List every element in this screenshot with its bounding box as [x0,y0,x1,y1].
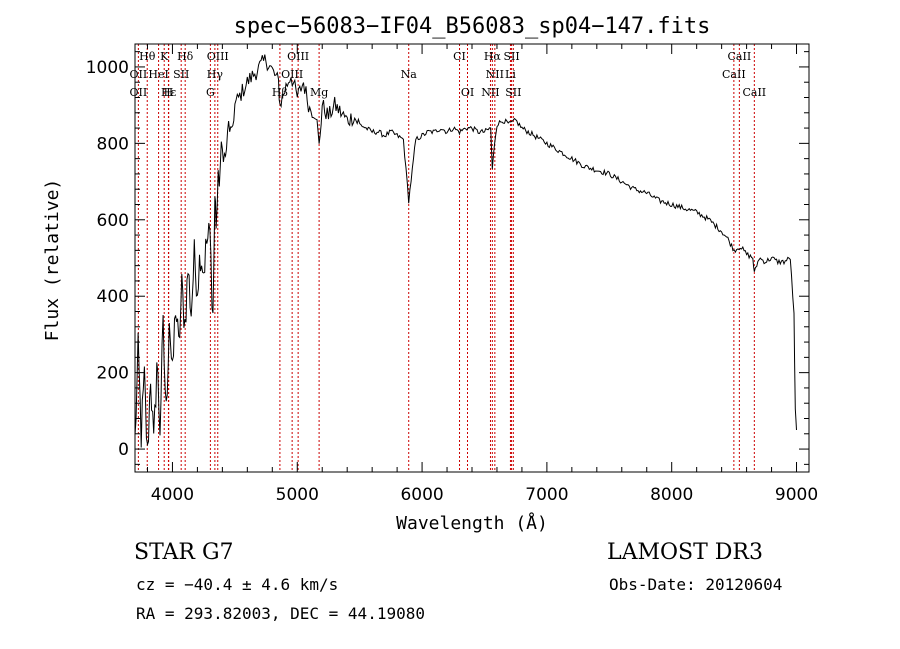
y-tick-label: 200 [97,364,129,384]
x-axis-label: Wavelength (Å) [396,512,548,534]
survey-name: LAMOST DR3 [607,540,763,565]
line-label: H [164,86,174,99]
line-label: CaII [722,68,746,81]
line-label: Mg [310,86,328,99]
y-axis-label: Flux (relative) [42,179,63,342]
x-tick-label: 6000 [400,485,443,505]
x-axis-ticks: 4000 5000 6000 7000 8000 9000 [146,44,818,505]
line-label: NII [486,68,504,81]
line-label: CI [453,50,466,63]
emission-line-markers [137,44,755,472]
line-label: K [160,50,169,63]
redshift-velocity: cz = −40.4 ± 4.6 km/s [136,575,339,594]
x-tick-label: 9000 [775,485,818,505]
line-label: OIII [287,50,309,63]
y-tick-label: 600 [97,211,129,231]
chart-title: spec−56083−IF04_B56083_sp04−147.fits [234,14,711,39]
x-tick-label: 8000 [650,485,693,505]
line-label: Hγ [207,68,224,81]
line-label: SII [503,50,519,63]
plot-frame [134,43,810,473]
x-tick-label: 5000 [276,485,319,505]
line-label: Hβ [272,86,288,99]
line-label: OIII [281,68,303,81]
spectrum-line [134,54,797,448]
y-tick-label: 0 [118,440,129,460]
y-tick-label: 400 [97,287,129,307]
x-tick-label: 7000 [525,485,568,505]
y-tick-label: 800 [97,134,129,154]
line-label: OIII [207,50,229,63]
x-tick-label: 4000 [151,485,194,505]
line-label: CaII [728,50,752,63]
line-label: HeI [148,68,168,81]
line-label: Hε [161,86,177,99]
observation-date: Obs-Date: 20120604 [609,575,783,594]
line-label: SII [173,68,189,81]
line-label: OII [130,68,148,81]
line-label: Hα [484,50,502,63]
line-label: SII [505,86,521,99]
y-axis-ticks: 0 200 400 600 800 1000 [86,51,809,465]
coordinates: RA = 293.82003, DEC = 44.19080 [136,604,425,623]
line-label: OII [130,86,148,99]
line-label: Li [505,68,516,81]
y-tick-label: 1000 [86,58,129,78]
line-label: CaII [742,86,766,99]
line-label: G [206,86,215,99]
line-label: OI [461,86,474,99]
object-class: STAR G7 [134,540,234,565]
line-label: NII [481,86,499,99]
line-label: Na [401,68,418,81]
line-label: Hδ [177,50,194,63]
line-label: Hθ [139,50,156,63]
